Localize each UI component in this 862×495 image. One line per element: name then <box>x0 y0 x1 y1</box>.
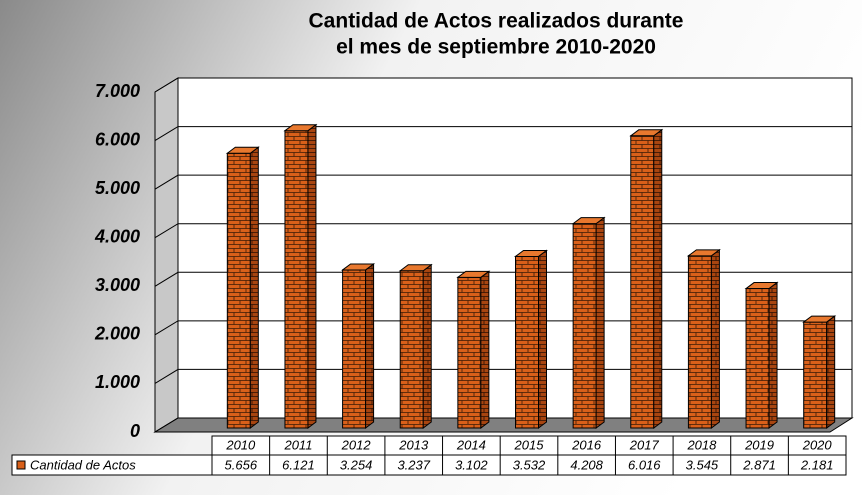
bar-front <box>284 130 309 429</box>
bar-front <box>457 276 482 429</box>
grid-line <box>154 271 852 287</box>
bar-side <box>249 146 259 429</box>
value-label: 3.254 <box>340 457 373 472</box>
bar-front <box>399 270 424 429</box>
grid-line <box>154 417 852 433</box>
grid-line <box>154 320 852 336</box>
x-tick-label: 2015 <box>514 437 545 452</box>
bar <box>225 146 260 429</box>
bar-front <box>687 255 712 429</box>
legend-label: Cantidad de Actos <box>30 457 136 472</box>
chart-title: Cantidad de Actos realizados durante <box>309 10 684 33</box>
bar <box>456 270 491 429</box>
value-label: 3.545 <box>686 457 719 472</box>
bar <box>629 128 664 429</box>
x-tick-label: 2019 <box>744 437 774 452</box>
x-tick-label: 2014 <box>456 437 486 452</box>
bar-top <box>571 217 606 225</box>
x-tick-label: 2012 <box>341 437 372 452</box>
bar-front <box>572 223 597 429</box>
bar <box>802 315 837 429</box>
bar-top <box>802 315 837 323</box>
bar-side <box>307 123 317 429</box>
grid-line <box>154 77 852 93</box>
x-tick-label: 2018 <box>686 437 717 452</box>
bar <box>686 248 721 429</box>
x-tick-label: 2011 <box>283 437 312 452</box>
bar-top <box>341 263 376 271</box>
grid-line <box>154 368 852 384</box>
bar-side <box>710 248 720 429</box>
x-tick-label: 2020 <box>802 437 833 452</box>
bar <box>514 249 548 429</box>
x-tick-label: 2010 <box>225 437 256 452</box>
bar <box>744 281 779 429</box>
y-tick-label: 3.000 <box>95 275 140 295</box>
side-wall <box>154 77 179 433</box>
bar-front <box>226 152 251 429</box>
bar-side <box>538 249 547 429</box>
bar-top <box>456 270 491 278</box>
value-label: 4.208 <box>570 457 603 472</box>
value-label: 6.121 <box>282 457 315 472</box>
value-label: 6.016 <box>628 457 661 472</box>
y-tick-label: 4.000 <box>94 226 140 246</box>
bar-top <box>744 282 779 290</box>
y-tick-label: 2.000 <box>94 324 140 344</box>
value-label: 2.181 <box>800 457 834 472</box>
x-tick-label: 2017 <box>629 437 660 452</box>
y-tick-label: 0 <box>130 421 140 441</box>
grid-line <box>154 126 852 141</box>
y-tick-label: 7.000 <box>95 81 140 101</box>
bar-top <box>283 124 318 132</box>
bar-side <box>826 315 836 429</box>
bar-side <box>422 263 432 429</box>
y-tick-label: 5.000 <box>95 178 140 198</box>
grid-line <box>154 223 852 239</box>
bar-front <box>803 321 828 429</box>
value-label: 5.656 <box>225 457 258 472</box>
bar-side <box>480 270 490 429</box>
value-label: 3.532 <box>513 457 546 472</box>
value-label: 3.102 <box>455 457 488 472</box>
bar <box>341 262 376 429</box>
bar-front <box>515 255 539 429</box>
x-tick-label: 2016 <box>571 437 602 452</box>
legend-swatch <box>16 460 26 470</box>
value-label: 3.237 <box>397 457 430 472</box>
bar-top <box>398 264 433 272</box>
bar-front <box>745 288 770 429</box>
chart-title: el mes de septiembre 2010-2020 <box>336 36 656 59</box>
y-tick-label: 6.000 <box>95 129 140 149</box>
bar-side <box>365 262 375 429</box>
value-label: 2.871 <box>742 457 776 472</box>
bar <box>283 123 318 429</box>
bar-side <box>595 216 605 429</box>
bar <box>571 216 606 429</box>
bar-top <box>686 249 721 257</box>
bar-front <box>630 135 655 429</box>
bar <box>398 263 433 429</box>
bar-side <box>653 128 663 429</box>
bar-top <box>629 129 664 137</box>
bar-side <box>768 281 778 429</box>
bar-front <box>342 269 367 429</box>
y-tick-label: 1.000 <box>95 372 140 392</box>
bar-top <box>514 249 548 257</box>
x-tick-label: 2013 <box>398 437 429 452</box>
grid-line <box>154 174 852 190</box>
bar-top <box>225 146 260 154</box>
